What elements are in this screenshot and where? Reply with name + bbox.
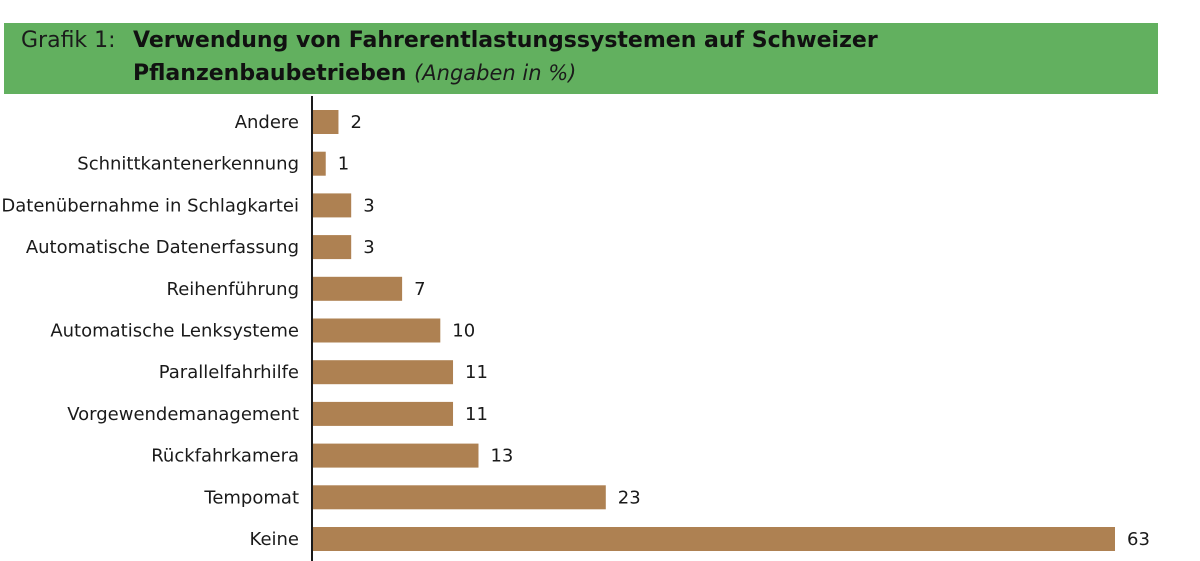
value-label: 11 <box>465 404 488 425</box>
chart-title-line-2-text: Pflanzenbaubetrieben <box>133 61 407 86</box>
value-label: 3 <box>363 195 374 216</box>
bar <box>313 318 441 343</box>
category-label: Reihenführung <box>167 279 299 300</box>
category-label: Schnittkantenerkennung <box>77 154 299 175</box>
chart-title-line-1: Verwendung von Fahrerentlastungssystemen… <box>133 28 878 53</box>
value-label: 2 <box>350 112 361 133</box>
bar <box>313 443 479 468</box>
value-label: 63 <box>1127 529 1150 550</box>
value-label: 23 <box>618 487 641 508</box>
bar <box>313 360 454 385</box>
bar <box>313 276 403 301</box>
bar <box>313 401 454 426</box>
category-label: Rückfahrkamera <box>151 446 299 467</box>
category-label: Vorgewendemanagement <box>67 404 299 425</box>
bar <box>313 110 339 134</box>
value-label: 11 <box>465 362 488 383</box>
bar <box>313 527 1115 551</box>
category-label: Automatische Lenksysteme <box>50 321 299 342</box>
figure-label: Grafik 1: <box>21 28 116 53</box>
value-label: 1 <box>338 154 349 175</box>
value-label: 7 <box>414 279 425 300</box>
category-label: Andere <box>235 112 299 133</box>
bar <box>313 151 326 176</box>
category-label: Tempomat <box>203 487 299 508</box>
value-label: 3 <box>363 237 374 258</box>
bars-layer: Andere 2 Schnittkantenerkennung 1 Datenübern… <box>1 110 1150 551</box>
chart-header: Grafik 1: Verwendung von Fahrerentlastun… <box>4 23 1158 94</box>
category-label: Automatische Datenerfassung <box>26 237 299 258</box>
value-label: 10 <box>452 321 475 342</box>
bar <box>313 193 352 218</box>
category-label: Datenübernahme in Schlagkartei <box>1 195 299 216</box>
chart-title-line-2: Pflanzenbaubetrieben (Angaben in %) <box>133 61 576 86</box>
bar <box>313 235 352 260</box>
category-label: Parallelfahrhilfe <box>159 362 299 383</box>
category-label: Keine <box>250 529 299 550</box>
chart-subtitle: (Angaben in %) <box>414 61 577 85</box>
bar <box>313 485 606 510</box>
value-label: 13 <box>490 446 513 467</box>
